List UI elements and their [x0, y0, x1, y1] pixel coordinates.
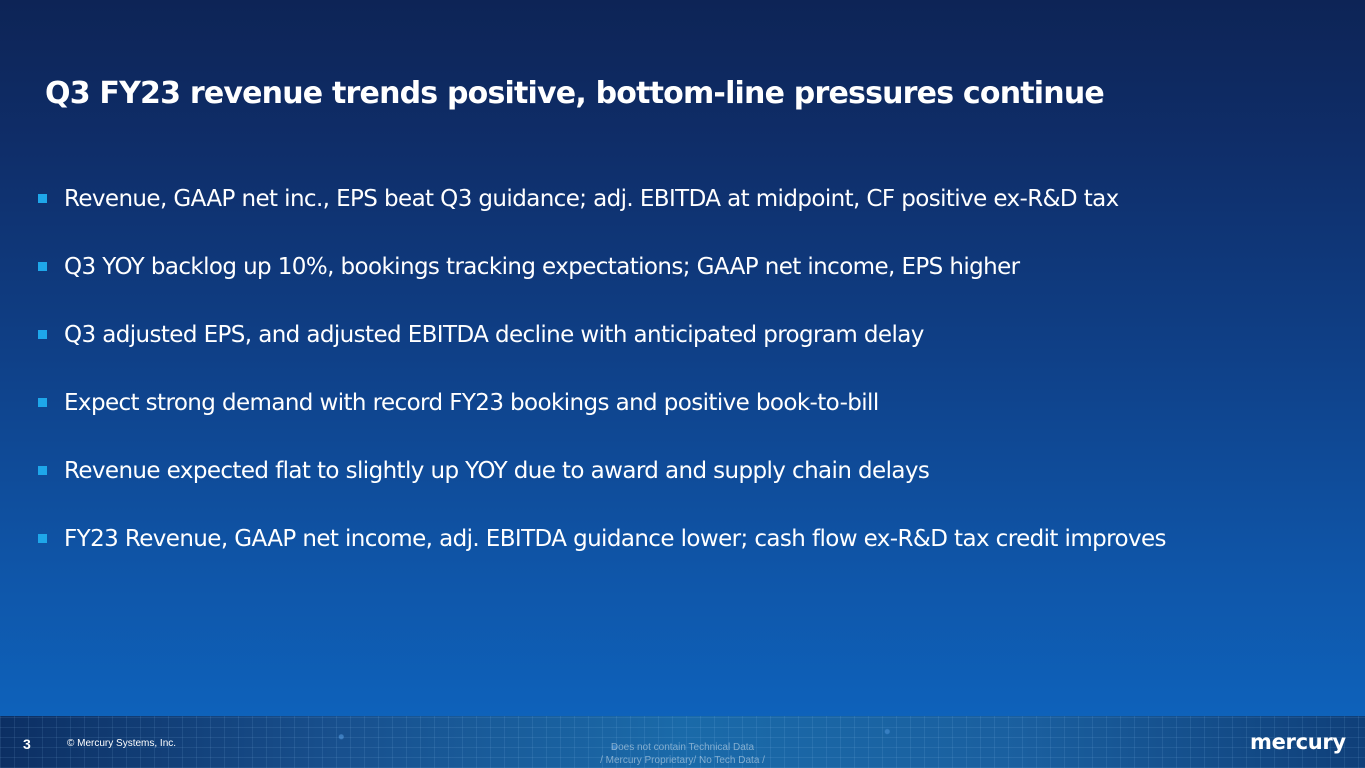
square-bullet-icon: [38, 466, 47, 475]
bullet-item: Revenue, GAAP net inc., EPS beat Q3 guid…: [38, 182, 1348, 250]
bullet-text: Q3 adjusted EPS, and adjusted EBITDA dec…: [64, 322, 924, 348]
classification-line: / Mercury Proprietary/ No Tech Data /: [600, 755, 765, 766]
bullet-item: FY23 Revenue, GAAP net income, adj. EBIT…: [38, 522, 1348, 590]
bullet-item: Q3 adjusted EPS, and adjusted EBITDA dec…: [38, 318, 1348, 386]
page-number: 3: [23, 736, 31, 752]
copyright-notice: © Mercury Systems, Inc.: [67, 738, 177, 749]
bullet-item: Q3 YOY backlog up 10%, bookings tracking…: [38, 250, 1348, 318]
bullet-text: Revenue, GAAP net inc., EPS beat Q3 guid…: [64, 186, 1119, 212]
bullet-text: Expect strong demand with record FY23 bo…: [64, 390, 879, 416]
bullet-item: Revenue expected flat to slightly up YOY…: [38, 454, 1348, 522]
mercury-logo: mercury: [1250, 730, 1346, 754]
bullet-text: FY23 Revenue, GAAP net income, adj. EBIT…: [64, 526, 1167, 552]
bullet-item: Expect strong demand with record FY23 bo…: [38, 386, 1348, 454]
bullet-list: Revenue, GAAP net inc., EPS beat Q3 guid…: [38, 182, 1348, 590]
square-bullet-icon: [38, 534, 47, 543]
square-bullet-icon: [38, 194, 47, 203]
classification-line: Does not contain Technical Data: [610, 742, 755, 753]
footer-background-texture: [0, 716, 1365, 768]
square-bullet-icon: [38, 330, 47, 339]
bullet-text: Q3 YOY backlog up 10%, bookings tracking…: [64, 254, 1020, 280]
square-bullet-icon: [38, 262, 47, 271]
classification-notice: Does not contain Technical Data / Mercur…: [560, 741, 805, 767]
bullet-text: Revenue expected flat to slightly up YOY…: [64, 458, 930, 484]
slide-footer: 3 © Mercury Systems, Inc. Does not conta…: [0, 716, 1365, 768]
slide-title: Q3 FY23 revenue trends positive, bottom-…: [45, 76, 1105, 111]
square-bullet-icon: [38, 398, 47, 407]
